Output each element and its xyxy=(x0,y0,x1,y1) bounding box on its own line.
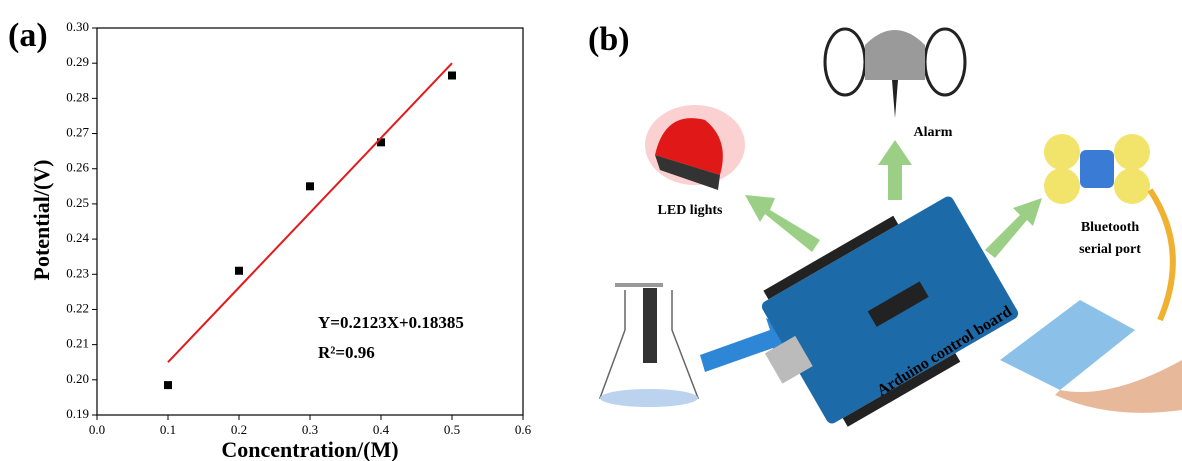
x-tick-label: 0.1 xyxy=(160,422,176,437)
led-label: LED lights xyxy=(658,203,724,218)
y-tick-label: 0.19 xyxy=(66,406,89,421)
y-tick-label: 0.23 xyxy=(66,265,89,280)
x-tick-label: 0.3 xyxy=(302,422,318,437)
alarm-stand xyxy=(892,80,898,118)
drone-body xyxy=(1080,150,1114,188)
y-tick-label: 0.20 xyxy=(66,371,89,386)
panel-label: (b) xyxy=(588,21,630,58)
y-tick-label: 0.25 xyxy=(66,195,89,210)
data-point xyxy=(164,381,172,389)
y-tick-label: 0.22 xyxy=(66,300,89,315)
rotor xyxy=(1044,134,1080,170)
horn xyxy=(925,29,965,95)
rotor xyxy=(1044,168,1080,204)
horn xyxy=(825,29,865,95)
figure: (a) Concentration/(M) Potential/(V) Y=0.… xyxy=(0,0,1182,461)
y-axis-label: Potential/(V) xyxy=(29,160,54,281)
y-tick-label: 0.24 xyxy=(66,230,89,245)
alarm-label: Alarm xyxy=(914,125,953,140)
bluetooth-label: serial port xyxy=(1079,242,1141,257)
panel-label: (a) xyxy=(8,17,48,54)
y-tick-label: 0.30 xyxy=(66,19,89,34)
y-tick-label: 0.27 xyxy=(66,125,89,140)
y-tick-label: 0.28 xyxy=(66,89,89,104)
electrode xyxy=(643,288,657,363)
phone xyxy=(1000,300,1135,390)
y-tick-label: 0.26 xyxy=(66,160,89,175)
x-tick-label: 0.0 xyxy=(89,422,105,437)
plot-frame xyxy=(97,28,523,415)
x-axis-label: Concentration/(M) xyxy=(221,437,398,461)
x-tick-label: 0.2 xyxy=(231,422,247,437)
x-tick-label: 0.6 xyxy=(515,422,532,437)
diagram: (b) LED lights Alarm Bluetooth serial po… xyxy=(588,21,1182,444)
rotor xyxy=(1114,168,1150,204)
rotor xyxy=(1114,134,1150,170)
equation: Y=0.2123X+0.18385 xyxy=(318,313,464,332)
y-tick-label: 0.21 xyxy=(66,336,89,351)
x-tick-label: 0.4 xyxy=(373,422,390,437)
r-squared: R²=0.96 xyxy=(318,343,375,362)
electrode-cap xyxy=(615,283,663,287)
data-point xyxy=(448,71,456,79)
data-point xyxy=(306,182,314,190)
solution xyxy=(600,389,698,407)
data-point xyxy=(235,267,243,275)
bluetooth-label: Bluetooth xyxy=(1081,220,1140,235)
x-tick-label: 0.5 xyxy=(444,422,460,437)
arrow xyxy=(1150,190,1173,320)
alarm-body xyxy=(865,30,925,80)
y-tick-label: 0.29 xyxy=(66,54,89,69)
